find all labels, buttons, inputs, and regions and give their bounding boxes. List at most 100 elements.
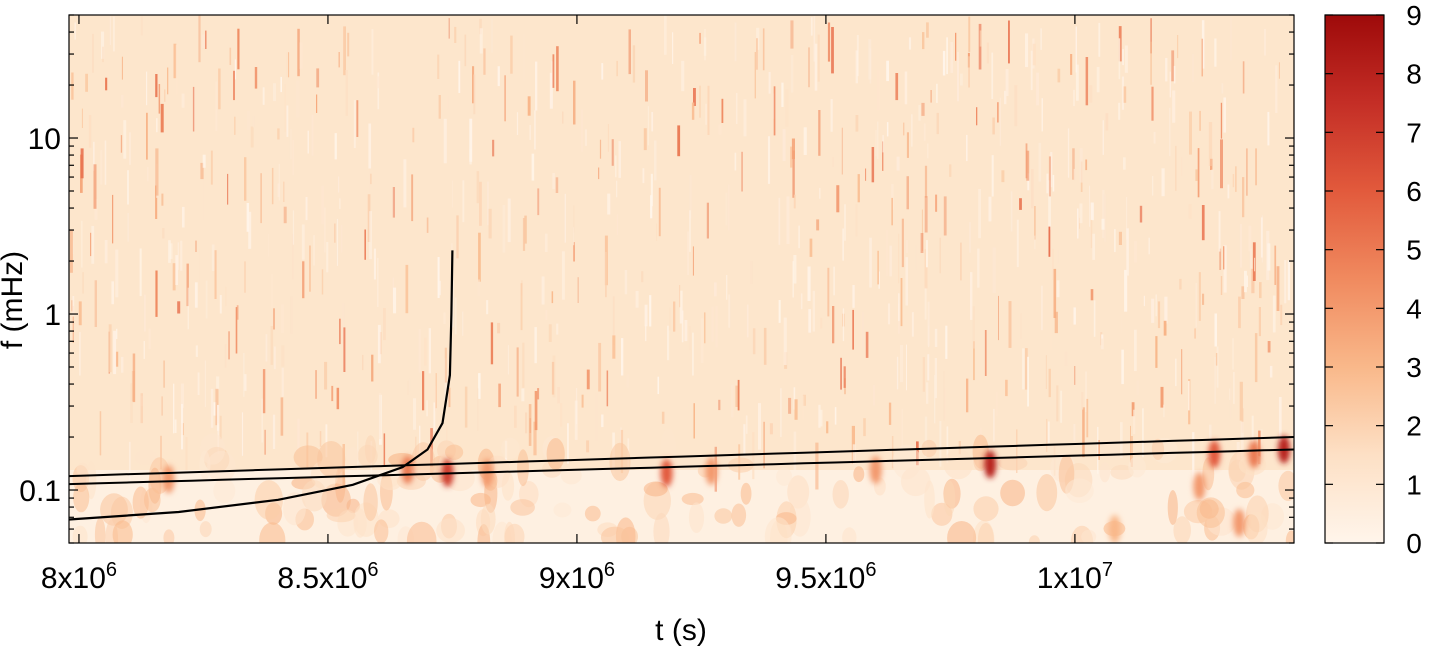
noise-streak [280,76,282,93]
noise-streak [140,393,143,424]
noise-streak [234,59,237,80]
noise-streak [541,276,545,305]
noise-streak [273,346,276,370]
noise-streak [321,269,324,295]
noise-streak [367,194,371,242]
noise-streak [1148,237,1150,255]
low-frequency-blob [1151,438,1165,460]
noise-streak [422,371,425,411]
noise-streak [1197,148,1200,198]
noise-streak [552,54,555,88]
low-frequency-blob [1065,478,1094,504]
noise-streak [127,212,129,242]
noise-streak [1278,397,1282,442]
noise-streak [1079,203,1083,224]
noise-streak [743,424,746,456]
noise-streak [1067,128,1070,178]
noise-streak [1150,18,1152,54]
noise-streak [108,324,112,373]
noise-streak [288,52,290,78]
noise-streak [1073,168,1076,181]
noise-streak [1064,351,1068,366]
noise-streak [819,187,821,199]
low-frequency-blob [200,433,226,465]
noise-streak [202,154,206,168]
noise-streak [1054,311,1058,334]
noise-streak [1096,66,1100,93]
noise-streak [339,318,341,345]
noise-streak [556,323,559,335]
noise-streak [1155,336,1158,368]
noise-streak [1060,390,1063,423]
noise-streak [996,391,998,417]
noise-streak [972,306,975,349]
noise-streak [115,351,119,367]
noise-streak [616,60,618,77]
noise-streak [687,231,689,275]
noise-streak [1050,152,1053,188]
noise-streak [325,424,328,458]
hot-spot [162,465,175,494]
noise-streak [1242,177,1245,218]
noise-streak [1036,72,1040,106]
noise-streak [472,66,475,104]
noise-streak [1195,169,1198,181]
low-frequency-blob [317,441,346,478]
noise-streak [534,391,538,431]
noise-streak [1041,98,1043,132]
noise-streak [1165,57,1168,82]
noise-streak [71,72,74,100]
noise-streak [383,308,386,341]
noise-streak [1169,71,1171,98]
noise-streak [1274,245,1277,285]
noise-streak [1246,58,1249,79]
noise-streak [1284,260,1287,304]
noise-streak [545,310,548,320]
noise-streak [261,398,263,443]
noise-streak [920,233,924,253]
low-frequency-blob [199,521,212,538]
noise-streak [791,138,795,160]
noise-streak [1010,191,1013,232]
noise-streak [1032,43,1036,66]
noise-streak [1238,296,1241,329]
noise-streak [343,26,346,76]
noise-streak [911,312,914,337]
noise-streak [586,369,590,390]
noise-streak [120,94,124,108]
noise-streak [725,192,728,226]
noise-streak [1048,368,1051,398]
hot-spot [1233,508,1246,537]
noise-streak [790,146,793,168]
noise-streak [1188,204,1192,219]
noise-streak [173,383,175,434]
noise-streak [1201,205,1205,241]
heatmap-area [69,15,1294,543]
noise-streak [926,382,929,404]
noise-streak [924,165,928,198]
noise-streak [1175,145,1177,191]
noise-streak [243,374,247,391]
noise-streak [927,143,929,159]
noise-streak [781,82,784,107]
noise-streak [341,302,345,343]
noise-streak [1121,314,1123,334]
low-frequency-blob [1000,479,1025,507]
noise-streak [1081,392,1084,410]
noise-streak [1142,408,1144,458]
noise-streak [155,148,159,196]
noise-streak [334,133,337,160]
noise-streak [758,403,761,450]
noise-streak [227,173,229,205]
noise-streak [1100,338,1103,351]
noise-streak [548,324,552,342]
noise-streak [1038,142,1042,182]
noise-streak [90,232,92,257]
noise-streak [903,122,905,136]
noise-streak [247,111,250,131]
noise-streak [706,202,709,239]
low-frequency-blob [353,508,367,538]
noise-streak [575,388,578,425]
noise-streak [529,125,531,140]
noise-streak [794,399,798,420]
